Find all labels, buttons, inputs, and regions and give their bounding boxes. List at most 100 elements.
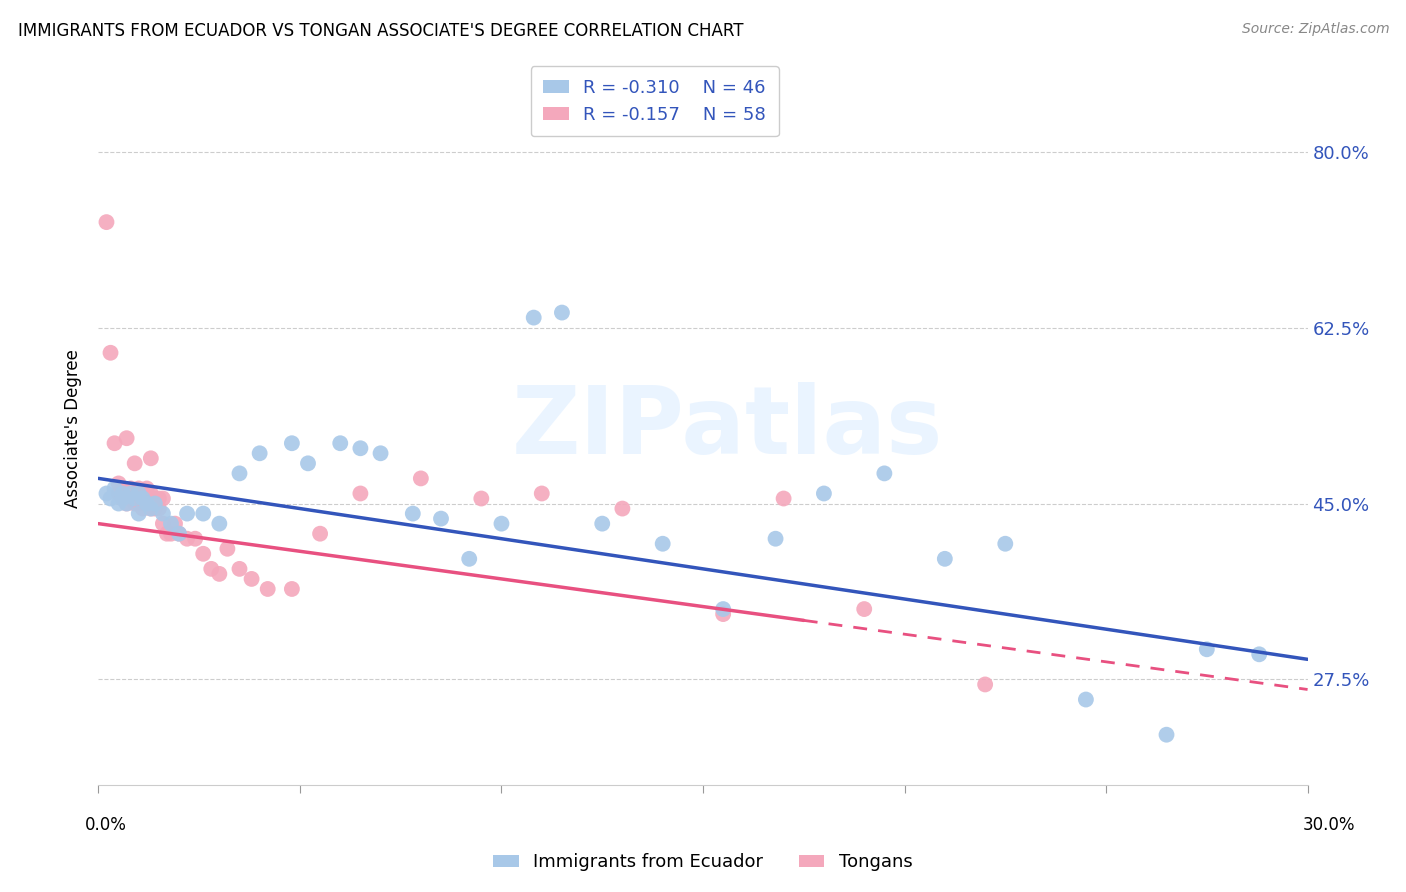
Point: [139, 501, 162, 516]
Point: [124, 456, 146, 470]
Point: [853, 602, 876, 616]
Point: [281, 436, 304, 450]
Point: [934, 551, 956, 566]
Point: [208, 566, 231, 581]
Text: Source: ZipAtlas.com: Source: ZipAtlas.com: [1241, 22, 1389, 37]
Point: [974, 677, 997, 691]
Point: [409, 471, 432, 485]
Point: [103, 436, 125, 450]
Point: [167, 526, 190, 541]
Point: [120, 482, 142, 496]
Point: [200, 562, 222, 576]
Point: [103, 482, 125, 496]
Point: [523, 310, 546, 325]
Point: [1249, 648, 1271, 662]
Point: [128, 486, 150, 500]
Point: [256, 582, 278, 596]
Point: [115, 431, 138, 445]
Point: [281, 582, 304, 596]
Legend: R = -0.310    N = 46, R = -0.157    N = 58: R = -0.310 N = 46, R = -0.157 N = 58: [530, 66, 779, 136]
Point: [120, 486, 142, 500]
Point: [111, 491, 134, 506]
Point: [711, 602, 734, 616]
Point: [132, 491, 155, 506]
Point: [135, 491, 157, 506]
Point: [115, 497, 138, 511]
Point: [458, 551, 481, 566]
Text: IMMIGRANTS FROM ECUADOR VS TONGAN ASSOCIATE'S DEGREE CORRELATION CHART: IMMIGRANTS FROM ECUADOR VS TONGAN ASSOCI…: [18, 22, 744, 40]
Point: [139, 486, 162, 500]
Point: [128, 491, 150, 506]
Point: [128, 482, 150, 496]
Point: [152, 516, 174, 531]
Point: [591, 516, 613, 531]
Point: [120, 491, 142, 506]
Point: [135, 497, 157, 511]
Point: [297, 456, 319, 470]
Point: [184, 532, 207, 546]
Point: [139, 491, 162, 506]
Point: [1074, 692, 1097, 706]
Point: [249, 446, 271, 460]
Point: [111, 491, 134, 506]
Point: [107, 476, 129, 491]
Point: [873, 467, 896, 481]
Point: [143, 491, 166, 506]
Point: [1156, 728, 1178, 742]
Point: [402, 507, 425, 521]
Point: [430, 511, 453, 525]
Point: [115, 497, 138, 511]
Point: [240, 572, 263, 586]
Point: [107, 497, 129, 511]
Point: [167, 526, 190, 541]
Point: [128, 507, 150, 521]
Point: [128, 497, 150, 511]
Point: [612, 501, 634, 516]
Point: [470, 491, 492, 506]
Point: [370, 446, 392, 460]
Point: [711, 607, 734, 621]
Point: [143, 497, 166, 511]
Point: [100, 345, 122, 359]
Point: [813, 486, 835, 500]
Point: [349, 442, 371, 456]
Point: [193, 507, 215, 521]
Point: [111, 482, 134, 496]
Point: [111, 486, 134, 500]
Point: [132, 501, 155, 516]
Text: ZIPatlas: ZIPatlas: [512, 382, 943, 475]
Point: [551, 305, 574, 319]
Point: [135, 491, 157, 506]
Point: [152, 491, 174, 506]
Point: [217, 541, 239, 556]
Point: [176, 532, 198, 546]
Point: [491, 516, 513, 531]
Point: [994, 537, 1017, 551]
Point: [96, 486, 118, 500]
Point: [139, 501, 162, 516]
Point: [228, 467, 250, 481]
Point: [163, 516, 186, 531]
Point: [530, 486, 553, 500]
Point: [651, 537, 673, 551]
Point: [124, 497, 146, 511]
Point: [135, 497, 157, 511]
Point: [128, 486, 150, 500]
Point: [329, 436, 352, 450]
Point: [772, 491, 794, 506]
Point: [132, 491, 155, 506]
Point: [349, 486, 371, 500]
Legend: Immigrants from Ecuador, Tongans: Immigrants from Ecuador, Tongans: [486, 847, 920, 879]
Point: [160, 526, 183, 541]
Text: 0.0%: 0.0%: [84, 816, 127, 834]
Point: [193, 547, 215, 561]
Point: [228, 562, 250, 576]
Point: [309, 526, 332, 541]
Point: [1195, 642, 1218, 657]
Point: [107, 486, 129, 500]
Point: [176, 507, 198, 521]
Point: [143, 501, 166, 516]
Text: 30.0%: 30.0%: [1302, 816, 1355, 834]
Y-axis label: Associate's Degree: Associate's Degree: [65, 349, 83, 508]
Point: [135, 482, 157, 496]
